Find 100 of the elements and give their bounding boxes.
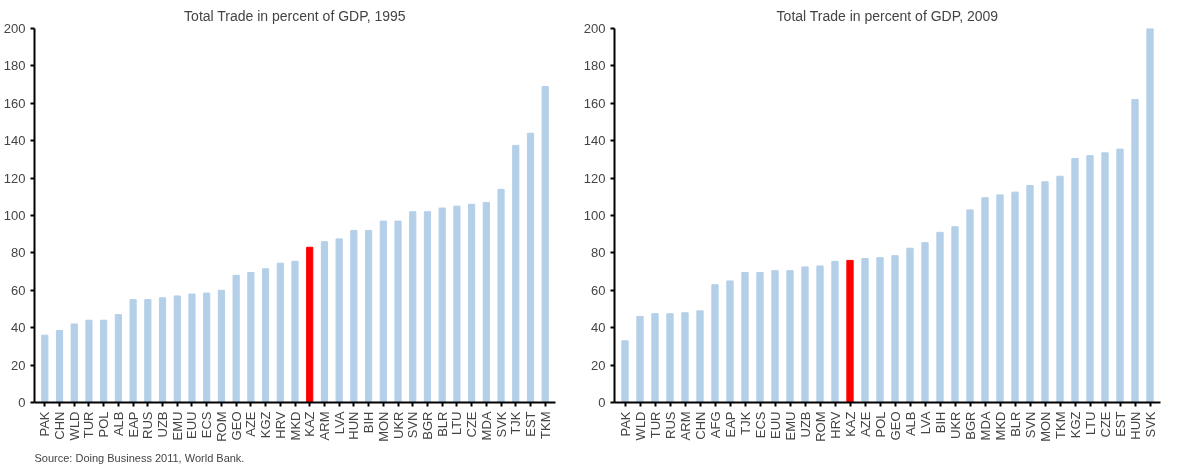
bar: [636, 315, 644, 403]
y-tick-label: 160: [583, 95, 606, 111]
bar: [203, 292, 211, 403]
bar: [921, 242, 929, 403]
y-tick-label: 20: [591, 357, 606, 373]
y-tick-label: 200: [3, 21, 26, 36]
bar: [711, 284, 719, 403]
x-tick-label: KAZ: [842, 411, 858, 437]
bar: [741, 272, 749, 403]
bar: [996, 194, 1004, 403]
x-tick-label: HUN: [346, 411, 362, 440]
x-tick-label: TUR: [647, 411, 663, 439]
x-tick-label: EST: [1112, 411, 1128, 437]
y-tick-label: 160: [3, 95, 26, 111]
y-tick-label: 140: [3, 133, 26, 149]
bar: [876, 257, 884, 403]
bar: [936, 231, 944, 403]
bar: [771, 270, 779, 403]
bar: [247, 272, 255, 403]
bar: [621, 340, 629, 403]
bar: [276, 262, 284, 403]
x-tick-label: HRV: [272, 411, 288, 439]
bar: [816, 265, 824, 403]
x-tick-label: UZB: [155, 411, 171, 438]
source-note: Source: Doing Business 2011, World Bank.: [34, 451, 245, 464]
x-tick-label: AZE: [243, 411, 259, 437]
bar: [70, 323, 78, 403]
x-tick-label: EUU: [184, 411, 200, 439]
chart-title: Total Trade in percent of GDP, 1995: [184, 7, 406, 24]
x-tick-label: BGR: [962, 411, 978, 440]
bar: [981, 197, 989, 403]
x-tick-label: EMU: [782, 411, 798, 441]
bar: [423, 211, 432, 403]
y-tick-label: 100: [3, 208, 26, 223]
bar: [666, 313, 674, 403]
x-tick-label: ARM: [316, 411, 332, 441]
x-tick-label: LTU: [449, 411, 465, 436]
x-tick-label: UKR: [390, 411, 406, 439]
x-tick-label: EST: [522, 411, 538, 437]
bar: [365, 229, 373, 403]
x-tick-label: LVA: [917, 411, 933, 435]
x-tick-label: MDA: [478, 411, 494, 441]
x-tick-label: TJK: [737, 411, 753, 435]
bar: [846, 259, 854, 403]
x-tick-label: AFG: [707, 411, 723, 439]
bar: [526, 132, 535, 403]
bar: [1146, 28, 1154, 403]
y-tick-label: 60: [591, 282, 606, 298]
x-tick-label: SVN: [405, 411, 421, 439]
bar: [1101, 152, 1109, 403]
bar: [1041, 181, 1049, 403]
bar: [114, 314, 122, 403]
bar: [497, 188, 505, 403]
bar: [453, 205, 461, 403]
x-tick-label: UZB: [797, 411, 813, 438]
x-tick-label: CZE: [1097, 411, 1113, 438]
bar: [409, 211, 417, 403]
x-tick-label: CZE: [464, 411, 480, 438]
y-tick-label: 120: [3, 170, 26, 186]
x-tick-label: ECS: [752, 411, 768, 439]
bar: [651, 313, 659, 403]
bar: [306, 246, 314, 403]
y-tick-label: 0: [598, 395, 606, 410]
bar: [85, 319, 93, 403]
x-tick-label: TKM: [537, 411, 553, 439]
bar: [1026, 185, 1034, 403]
bar: [681, 312, 689, 403]
bar: [951, 226, 959, 403]
x-tick-label: MDA: [977, 411, 993, 441]
bar: [129, 299, 137, 403]
x-tick-label: CHN: [692, 411, 708, 440]
bar: [1071, 157, 1079, 403]
x-tick-label: EAP: [125, 411, 141, 438]
x-tick-label: RUS: [140, 411, 156, 439]
x-tick-label: HUN: [1127, 411, 1143, 440]
x-tick-label: TUR: [81, 411, 97, 439]
x-tick-label: WLD: [66, 411, 82, 441]
bar: [831, 260, 839, 403]
x-tick-label: ALB: [902, 411, 918, 437]
bar: [100, 319, 108, 403]
x-tick-label: BIH: [361, 411, 377, 434]
bar: [394, 220, 402, 403]
x-tick-label: HRV: [827, 411, 843, 439]
x-tick-label: TJK: [508, 411, 524, 435]
x-tick-label: BGR: [419, 411, 435, 440]
y-tick-label: 80: [11, 245, 26, 261]
x-tick-label: RUS: [662, 411, 678, 439]
bar: [726, 280, 734, 403]
bar: [966, 209, 974, 403]
bar: [786, 270, 794, 403]
bar: [291, 260, 299, 403]
y-tick-label: 200: [583, 21, 606, 36]
x-tick-label: KGZ: [1067, 411, 1083, 439]
bar: [696, 310, 704, 403]
x-tick-label: KAZ: [302, 411, 318, 437]
bar: [144, 299, 152, 403]
bar: [350, 229, 358, 403]
x-tick-label: PAK: [37, 411, 53, 437]
bar: [1086, 155, 1094, 403]
bar: [541, 85, 549, 403]
